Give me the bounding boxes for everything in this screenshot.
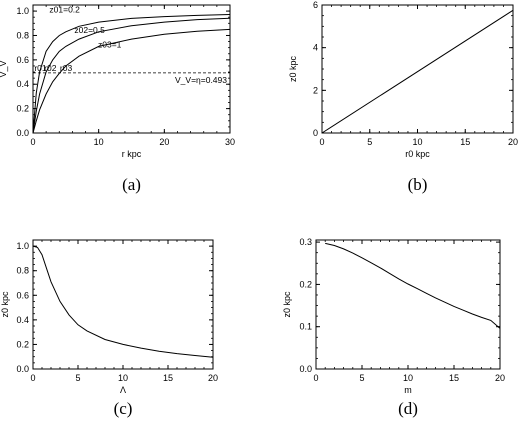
x-tick-label: 20 — [208, 373, 218, 383]
panel-caption: (c) — [114, 399, 133, 418]
x-axis-label: r0 kpc — [405, 149, 430, 159]
series-line-1 — [325, 242, 501, 329]
x-tick-label: 15 — [163, 373, 173, 383]
x-axis-label: Λ — [120, 385, 126, 395]
x-tick-label: 20 — [159, 137, 169, 147]
y-tick-label: 0.3 — [299, 237, 312, 247]
x-tick-label: 5 — [359, 373, 364, 383]
y-tick-label: 0.6 — [16, 290, 29, 300]
y-tick-label: 4 — [313, 43, 318, 53]
series-line-2 — [32, 17, 231, 134]
y-tick-label: 0.2 — [16, 339, 29, 349]
y-tick-label: 0.2 — [16, 104, 29, 114]
y-tick-label: 0.6 — [16, 55, 29, 65]
x-tick-label: 10 — [412, 137, 422, 147]
x-axis-label: m — [404, 385, 412, 395]
y-tick-label: 2 — [313, 85, 318, 95]
panel-caption: (b) — [408, 175, 428, 194]
series-line-1 — [32, 14, 231, 134]
x-tick-label: 20 — [508, 137, 518, 147]
y-tick-label: 0.2 — [299, 279, 312, 289]
y-tick-label: 0.1 — [299, 322, 312, 332]
panel-1: 0 10 20 30 0.0 0.2 0.4 0.6 0.8 1.0 r kpc V_V V_V=η=0… — [0, 4, 235, 194]
x-tick-label: 0 — [30, 373, 35, 383]
x-tick-label: 0 — [319, 137, 324, 147]
y-tick-label: 0.8 — [16, 266, 29, 276]
annotation-label: r01 — [34, 63, 47, 73]
y-tick-label: 0.4 — [16, 315, 29, 325]
y-axis-label: V_V — [0, 60, 8, 77]
y-tick-label: 0.8 — [16, 30, 29, 40]
x-tick-label: 0 — [30, 137, 35, 147]
annotation-label: z01=0.2 — [49, 4, 80, 14]
panel-caption: (d) — [398, 399, 418, 418]
series-line-1 — [321, 9, 514, 134]
series-line-3 — [32, 28, 231, 134]
x-tick-label: 5 — [75, 373, 80, 383]
y-tick-label: 0 — [313, 128, 318, 138]
panel-3: 0 5 10 15 20 0.0 0.2 0.4 0.6 0.8 1.0 Λz0 kpc (c) — [0, 239, 218, 418]
y-tick-label: 6 — [313, 0, 318, 10]
x-tick-label: 0 — [313, 373, 318, 383]
series-line-1 — [32, 245, 214, 358]
annotation-label: r02 — [44, 63, 57, 73]
panel-2: 0 5 10 15 20 0 2 4 6 r0 kpc z0 kpc (b) — [288, 0, 518, 194]
plot-frame — [32, 239, 214, 370]
reference-line-label: V_V=η=0.493 — [175, 75, 227, 85]
x-tick-label: 15 — [460, 137, 470, 147]
y-tick-label: 0.0 — [16, 364, 29, 374]
annotation-label: z02=0.5 — [74, 25, 105, 35]
plot-frame — [321, 4, 514, 134]
plot-frame — [32, 4, 231, 134]
y-tick-label: 1.0 — [16, 6, 29, 16]
x-axis-label: r kpc — [122, 149, 142, 159]
y-axis-label: z0 kpc — [282, 291, 292, 318]
y-tick-label: 0.0 — [16, 128, 29, 138]
y-axis-label: z0 kpc — [288, 55, 298, 82]
x-tick-label: 20 — [495, 373, 505, 383]
panel-caption: (a) — [122, 175, 141, 194]
plot-frame — [315, 239, 501, 370]
x-tick-label: 10 — [403, 373, 413, 383]
annotation-label: z03=1 — [98, 40, 122, 50]
x-tick-label: 10 — [118, 373, 128, 383]
x-tick-label: 30 — [225, 137, 235, 147]
x-tick-label: 10 — [94, 137, 104, 147]
annotation-label: r03 — [60, 63, 73, 73]
y-tick-label: 0.4 — [16, 79, 29, 89]
panel-4: 0 5 10 15 20 0.0 0.1 0.2 0.3 m z0 kpc (d) — [282, 237, 505, 418]
y-tick-label: 1.0 — [16, 241, 29, 251]
x-tick-label: 15 — [449, 373, 459, 383]
y-axis-label: z0 kpc — [0, 291, 10, 318]
y-tick-label: 0.0 — [299, 364, 312, 374]
x-tick-label: 5 — [367, 137, 372, 147]
